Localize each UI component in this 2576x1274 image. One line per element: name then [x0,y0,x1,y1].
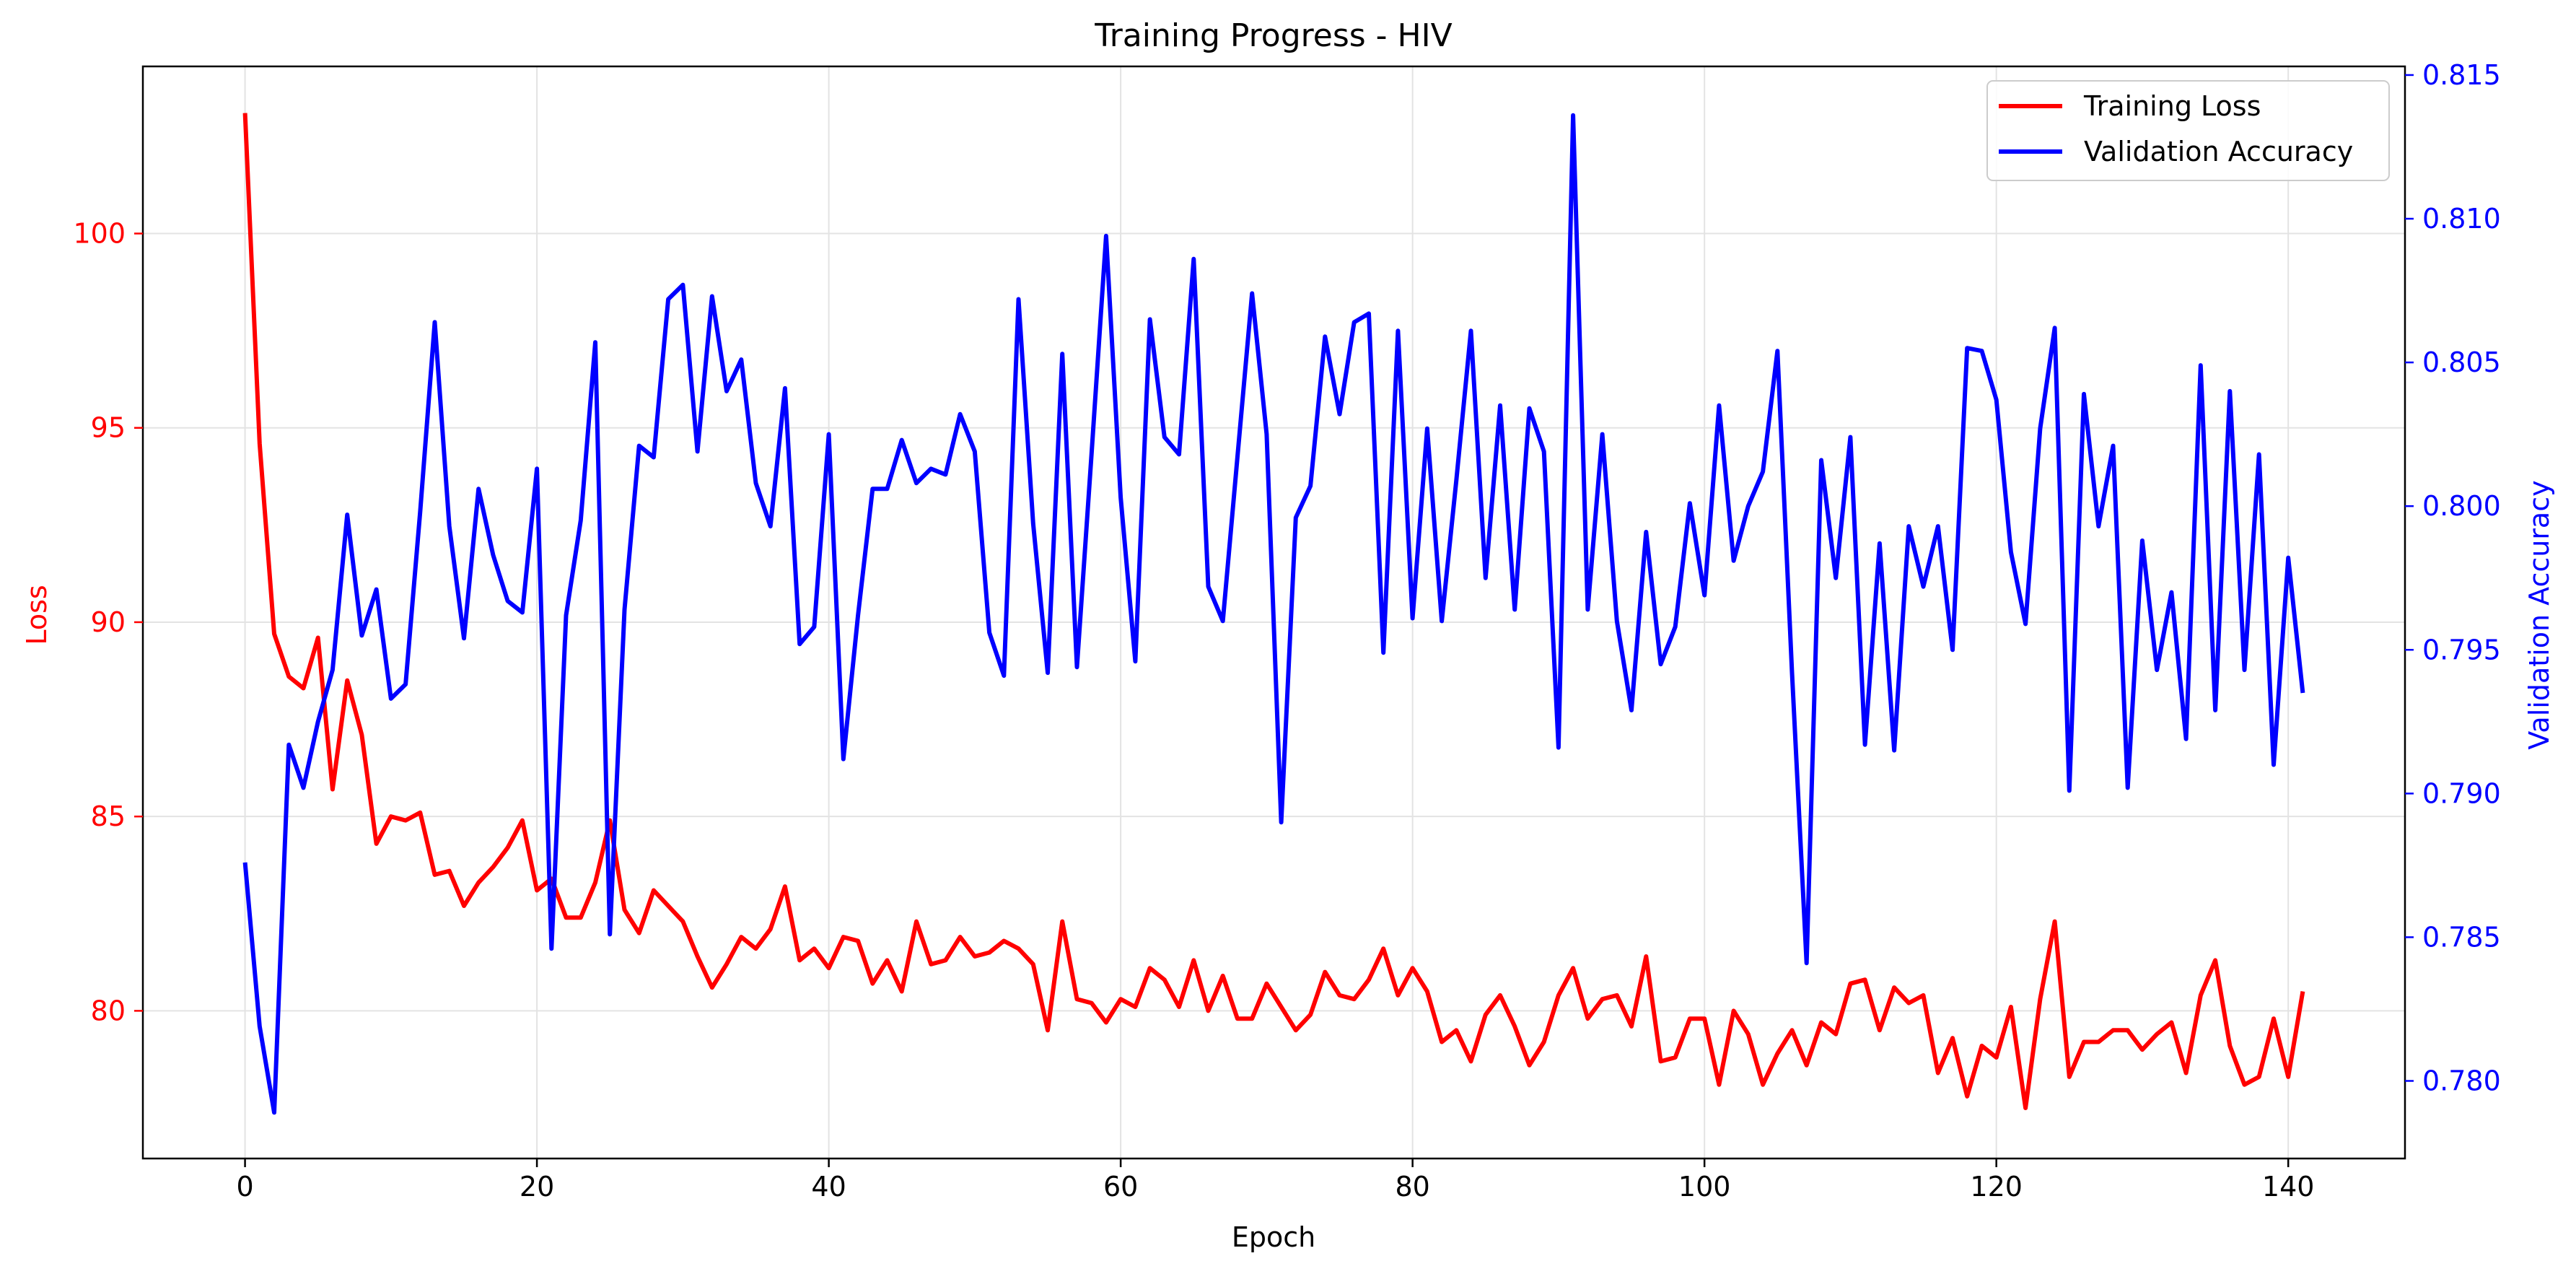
x-tick-label: 100 [1678,1171,1731,1203]
chart-title: Training Progress - HIV [1094,17,1452,54]
left-y-tick-label: 95 [91,412,126,444]
right-y-tick-label: 0.790 [2422,777,2501,809]
series-line-training-loss [242,113,2305,1110]
right-y-tick-label: 0.795 [2422,634,2501,666]
left-y-axis: 80 85 90 95 100 [73,218,143,1026]
x-tick-label: 80 [1395,1171,1429,1203]
series-layer [242,113,2305,1115]
plot-frame [141,65,2406,1160]
x-tick-label: 120 [1970,1171,2023,1203]
right-y-tick-label: 0.810 [2422,203,2501,235]
x-tick-label: 140 [2262,1171,2315,1203]
x-tick-label: 20 [520,1171,554,1203]
left-y-tick-label: 100 [73,218,126,250]
right-y-tick-label: 0.800 [2422,490,2501,522]
series-line-validation-accuracy [242,113,2305,1115]
left-y-axis-label: Loss [21,585,53,645]
x-axis: 0 20 40 60 80 100 120 140 [236,1159,2314,1203]
x-tick-label: 0 [236,1171,253,1203]
x-axis-label: Epoch [1232,1221,1315,1253]
x-tick-label: 60 [1103,1171,1138,1203]
right-y-axis: 0.780 0.785 0.790 0.795 0.800 0.805 0.810 0.815 [2405,59,2501,1096]
legend-label-validation-accuracy: Validation Accuracy [2084,136,2353,167]
right-y-tick-label: 0.805 [2422,346,2501,378]
x-tick-label: 40 [811,1171,846,1203]
legend: Training Loss Validation Accuracy [1986,80,2390,181]
right-y-axis-label: Validation Accuracy [2523,480,2555,749]
right-y-tick-label: 0.780 [2422,1065,2501,1096]
left-y-tick-label: 85 [91,800,126,832]
right-y-tick-label: 0.785 [2422,921,2501,953]
left-y-tick-label: 90 [91,606,126,638]
left-y-tick-label: 80 [91,995,126,1026]
right-y-tick-label: 0.815 [2422,59,2501,91]
legend-label-training-loss: Training Loss [2083,90,2261,122]
legend-box [1986,80,2390,181]
